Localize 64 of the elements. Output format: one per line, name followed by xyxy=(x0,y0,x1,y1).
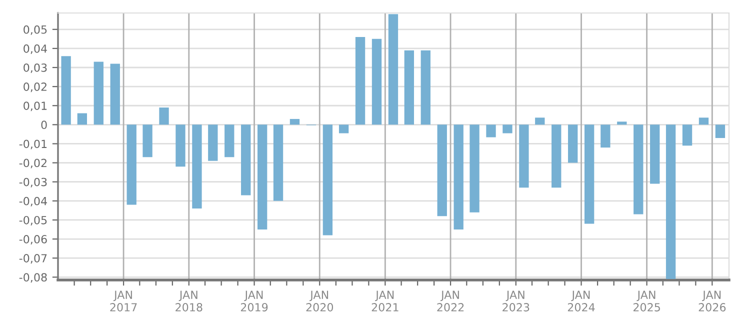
x-tick-label: JAN 2026 xyxy=(698,290,726,312)
x-tick-label: JAN 2021 xyxy=(372,290,398,312)
x-tick-label: JAN 2023 xyxy=(502,290,530,312)
bar xyxy=(338,124,349,134)
bar xyxy=(634,124,644,214)
bar xyxy=(159,108,169,125)
bar xyxy=(470,124,480,212)
bar xyxy=(241,124,251,196)
y-tick-label: -0,01 xyxy=(19,140,47,150)
bar xyxy=(519,124,529,188)
bar xyxy=(698,118,709,125)
x-tick-label: JAN 2025 xyxy=(633,290,660,312)
bar xyxy=(454,124,464,230)
bar xyxy=(666,124,676,280)
y-tick-label: 0,03 xyxy=(24,63,47,74)
y-tick-label: 0,05 xyxy=(24,25,47,35)
y-tick-label: -0,06 xyxy=(19,235,47,245)
y-tick-label: 0,04 xyxy=(24,44,47,54)
bar xyxy=(176,124,186,167)
bar xyxy=(568,124,578,163)
bar xyxy=(126,124,136,205)
bar xyxy=(584,124,594,224)
bar xyxy=(552,124,562,188)
bar xyxy=(355,37,366,125)
x-tick-label: JAN 2020 xyxy=(306,290,334,312)
bar xyxy=(322,124,333,236)
bar xyxy=(682,124,692,146)
y-tick-label: 0,01 xyxy=(24,102,47,112)
y-tick-label: -0,04 xyxy=(19,196,47,206)
y-tick-label: -0,08 xyxy=(19,273,47,283)
bar xyxy=(61,56,71,125)
bar xyxy=(110,64,120,125)
bar xyxy=(224,124,234,158)
y-tick-label: 0,02 xyxy=(24,82,46,92)
y-tick-label: 0 xyxy=(41,120,47,130)
bar xyxy=(535,118,545,125)
bar xyxy=(437,124,447,216)
bar xyxy=(257,124,268,230)
y-tick-label: -0,07 xyxy=(19,254,47,264)
bar xyxy=(617,122,627,125)
bar xyxy=(142,124,152,158)
bar xyxy=(715,124,726,138)
bar xyxy=(192,124,202,209)
y-tick-label: -0,05 xyxy=(19,216,47,226)
bar xyxy=(372,38,382,125)
x-tick-label: JAN 2022 xyxy=(437,290,464,312)
bar xyxy=(502,124,512,134)
bar xyxy=(94,62,104,125)
bar xyxy=(404,50,414,125)
bar xyxy=(208,124,218,161)
bar xyxy=(486,124,496,138)
x-tick-label: JAN 2024 xyxy=(568,290,595,312)
bar xyxy=(650,124,660,184)
bar xyxy=(600,124,610,148)
y-tick-label: -0,03 xyxy=(19,178,47,188)
bar xyxy=(388,14,398,125)
bar xyxy=(77,113,88,125)
bar xyxy=(290,118,300,125)
x-tick-label: JAN 2017 xyxy=(110,290,137,312)
x-tick-label: JAN 2018 xyxy=(176,290,202,312)
y-tick-label: -0,02 xyxy=(19,158,46,168)
bar xyxy=(420,50,430,125)
bar xyxy=(273,124,284,201)
x-tick-label: JAN 2019 xyxy=(240,290,268,312)
